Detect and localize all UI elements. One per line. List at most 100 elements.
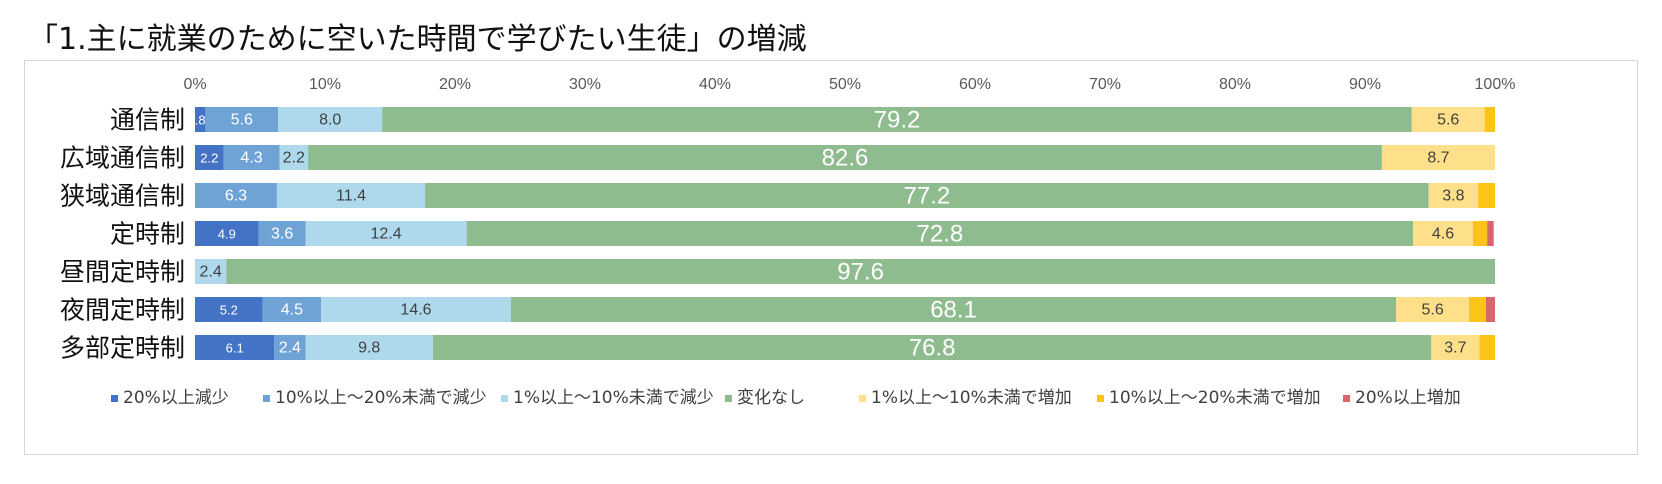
- category-label: 定時制: [110, 220, 185, 249]
- bar-segment: [1411, 107, 1485, 132]
- legend-label: 変化なし: [737, 388, 805, 408]
- data-label: 2.2: [283, 150, 305, 167]
- bar-segment: [195, 335, 275, 360]
- bar-segment: [510, 297, 1397, 322]
- data-label: 5.2: [220, 303, 238, 318]
- bar-segment: [195, 183, 277, 208]
- chart-title: 「1.主に就業のために空いた時間で学びたい生徒」の増減: [28, 22, 807, 57]
- x-tick-label: 80%: [1219, 76, 1251, 93]
- category-label: 昼間定時制: [60, 258, 185, 287]
- legend-swatch: [501, 395, 508, 402]
- data-label: 3.6: [271, 226, 293, 243]
- data-label: 6.3: [225, 188, 247, 205]
- data-label: 68.1: [930, 297, 977, 324]
- bar-segment: [1487, 221, 1494, 246]
- bar-segment: [223, 145, 280, 170]
- legend-label: 10%以上～20%未満で増加: [1109, 388, 1321, 408]
- data-label: .8: [195, 113, 206, 128]
- category-label: 多部定時制: [60, 334, 185, 363]
- bar-segment: [305, 335, 433, 360]
- bar-segment: [425, 183, 1429, 208]
- data-label: 5.6: [1437, 112, 1459, 129]
- data-label: 79.2: [874, 107, 921, 134]
- data-label: 2.4: [199, 264, 221, 281]
- bar-segment: [1472, 221, 1488, 246]
- bar-segment: [1431, 335, 1480, 360]
- bar-segment: [321, 297, 511, 322]
- category-label: 狭域通信制: [60, 182, 185, 211]
- bar-segment: [1479, 335, 1495, 360]
- data-label: 4.5: [281, 302, 303, 319]
- bar-segment: [278, 107, 383, 132]
- bar-segment: [1485, 297, 1495, 322]
- data-label: 4.3: [240, 150, 262, 167]
- bar-segment: [262, 297, 322, 322]
- data-label: 77.2: [904, 183, 951, 210]
- bar-segment: [205, 107, 279, 132]
- data-label: 8.7: [1427, 150, 1449, 167]
- x-tick-label: 20%: [439, 76, 471, 93]
- bar-segment: [195, 259, 227, 284]
- x-tick-label: 60%: [959, 76, 991, 93]
- bar-segment: [1396, 297, 1469, 322]
- data-label: 12.4: [371, 226, 402, 243]
- data-label: 9.8: [358, 340, 380, 357]
- bar-segment: [382, 107, 1412, 132]
- bar-segment: [226, 259, 1496, 284]
- x-tick-label: 100%: [1475, 76, 1516, 93]
- bar-segment: [305, 221, 467, 246]
- bar-segment: [1478, 183, 1495, 208]
- legend-label: 1%以上～10%未満で減少: [513, 388, 714, 408]
- legend-swatch: [1343, 395, 1350, 402]
- data-label: 3.8: [1442, 188, 1464, 205]
- legend-swatch: [725, 395, 732, 402]
- bar-segment: [1428, 183, 1479, 208]
- category-label: 広域通信制: [60, 144, 185, 173]
- bar-segment: [195, 145, 224, 170]
- legend-label: 1%以上～10%未満で増加: [871, 388, 1072, 408]
- x-tick-label: 0%: [183, 76, 206, 93]
- data-label: 14.6: [400, 302, 431, 319]
- data-label: 82.6: [822, 145, 869, 172]
- legend-label: 20%以上増加: [1355, 388, 1461, 408]
- bar-segment: [279, 145, 309, 170]
- bar-segment: [274, 335, 306, 360]
- bar-segment: [276, 183, 426, 208]
- x-tick-label: 10%: [309, 76, 341, 93]
- bar-segment: [195, 221, 259, 246]
- bar-segment: [1469, 297, 1486, 322]
- data-label: 4.6: [1432, 226, 1454, 243]
- x-tick-label: 40%: [699, 76, 731, 93]
- category-label: 夜間定時制: [60, 296, 185, 325]
- bar-segment: [1484, 107, 1495, 132]
- legend-swatch: [1097, 395, 1104, 402]
- x-tick-label: 90%: [1349, 76, 1381, 93]
- bar-segment: [432, 335, 1432, 360]
- data-label: 11.4: [336, 188, 366, 205]
- data-label: 5.6: [1421, 302, 1443, 319]
- bar-segment: [1413, 221, 1473, 246]
- data-label: 72.8: [917, 221, 964, 248]
- bar-segment: [308, 145, 1382, 170]
- data-label: 3.7: [1444, 340, 1466, 357]
- bar-segment: [195, 107, 206, 132]
- bar-segment: [1381, 145, 1495, 170]
- data-label: 2.4: [279, 340, 301, 357]
- chart-frame: 0% 10% 20% 30% 40% 50% 60% 70% 80% 90% 100% 通信制 .8 5.…: [24, 60, 1638, 455]
- stacked-bar-chart: 0% 10% 20% 30% 40% 50% 60% 70% 80% 90% 100% 通信制 .8 5.…: [60, 76, 1516, 408]
- bar-segment: [466, 221, 1414, 246]
- data-label: 6.1: [226, 341, 244, 356]
- x-tick-label: 50%: [829, 76, 861, 93]
- bar-segment: [195, 297, 263, 322]
- legend-swatch: [263, 395, 270, 402]
- x-tick-label: 30%: [569, 76, 601, 93]
- data-label: 8.0: [319, 112, 341, 129]
- legend-label: 20%以上減少: [123, 388, 229, 408]
- data-label: 4.9: [218, 227, 236, 242]
- data-label: 5.6: [231, 112, 253, 129]
- legend-swatch: [111, 395, 118, 402]
- data-label: 76.8: [909, 335, 956, 362]
- legend-label: 10%以上～20%未満で減少: [275, 388, 487, 408]
- data-label: 97.6: [837, 259, 884, 286]
- legend-swatch: [859, 395, 866, 402]
